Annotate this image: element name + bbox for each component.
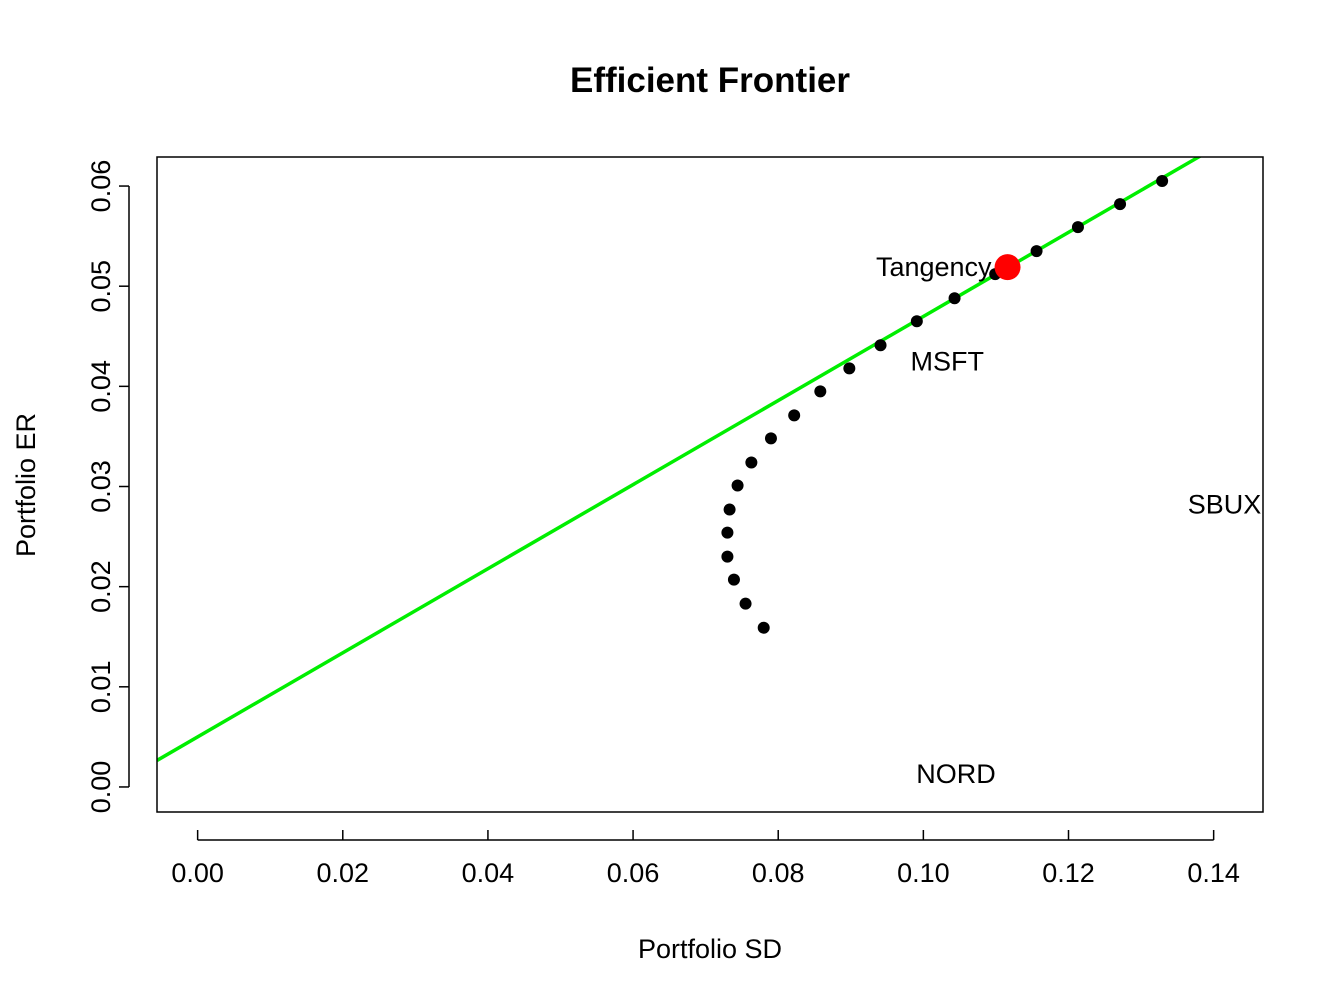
x-tick-label: 0.14: [1187, 858, 1240, 888]
y-tick-label: 0.03: [86, 460, 116, 513]
frontier-point: [874, 339, 887, 352]
asset-labels: MSFT NORD SBUX: [911, 346, 1262, 789]
plot-frame: [156, 156, 1264, 813]
tangency-label: Tangency: [876, 252, 992, 282]
frontier-point: [739, 597, 752, 610]
frontier-point: [814, 385, 827, 398]
frontier-point: [723, 503, 736, 516]
frontier-point: [745, 456, 758, 469]
plot-area: [157, 157, 1203, 762]
chart-title: Efficient Frontier: [570, 61, 850, 100]
frontier-point: [721, 550, 734, 563]
x-tick-label: 0.06: [607, 858, 660, 888]
asset-label: NORD: [916, 759, 996, 789]
frontier-points: [721, 175, 1169, 634]
frontier-point: [727, 573, 740, 586]
y-tick-label: 0.06: [86, 160, 116, 213]
frontier-point: [1030, 245, 1043, 258]
frontier-point: [1114, 198, 1127, 211]
asset-label: SBUX: [1188, 490, 1262, 520]
x-tick-label: 0.02: [317, 858, 370, 888]
frontier-point: [757, 621, 770, 634]
x-tick-label: 0.10: [897, 858, 950, 888]
frontier-point: [788, 409, 801, 422]
frontier-point: [731, 479, 744, 492]
y-axis: 0.00 0.01 0.02 0.03 0.04 0.05 0.06: [86, 160, 130, 814]
x-tick-label: 0.12: [1042, 858, 1095, 888]
y-axis-label: Portfolio ER: [11, 413, 41, 557]
frontier-point: [1071, 221, 1084, 234]
frontier-point: [1156, 175, 1169, 188]
y-tick-label: 0.02: [86, 560, 116, 613]
frontier-point: [843, 362, 856, 375]
y-tick-label: 0.01: [86, 661, 116, 714]
asset-label: MSFT: [911, 346, 985, 376]
x-axis: 0.00 0.02 0.04 0.06 0.08 0.10 0.12 0.14: [171, 830, 1240, 888]
tangency-point: [994, 254, 1021, 281]
frontier-point: [948, 292, 961, 305]
x-tick-label: 0.04: [462, 858, 515, 888]
y-tick-label: 0.05: [86, 260, 116, 313]
y-tick-label: 0.04: [86, 360, 116, 413]
frontier-point: [721, 526, 734, 539]
x-axis-label: Portfolio SD: [638, 934, 782, 964]
frontier-point: [910, 315, 923, 328]
y-tick-label: 0.00: [86, 761, 116, 814]
x-tick-label: 0.00: [171, 858, 224, 888]
x-tick-label: 0.08: [752, 858, 805, 888]
frontier-point: [764, 432, 777, 445]
tangent-line: [157, 157, 1203, 762]
